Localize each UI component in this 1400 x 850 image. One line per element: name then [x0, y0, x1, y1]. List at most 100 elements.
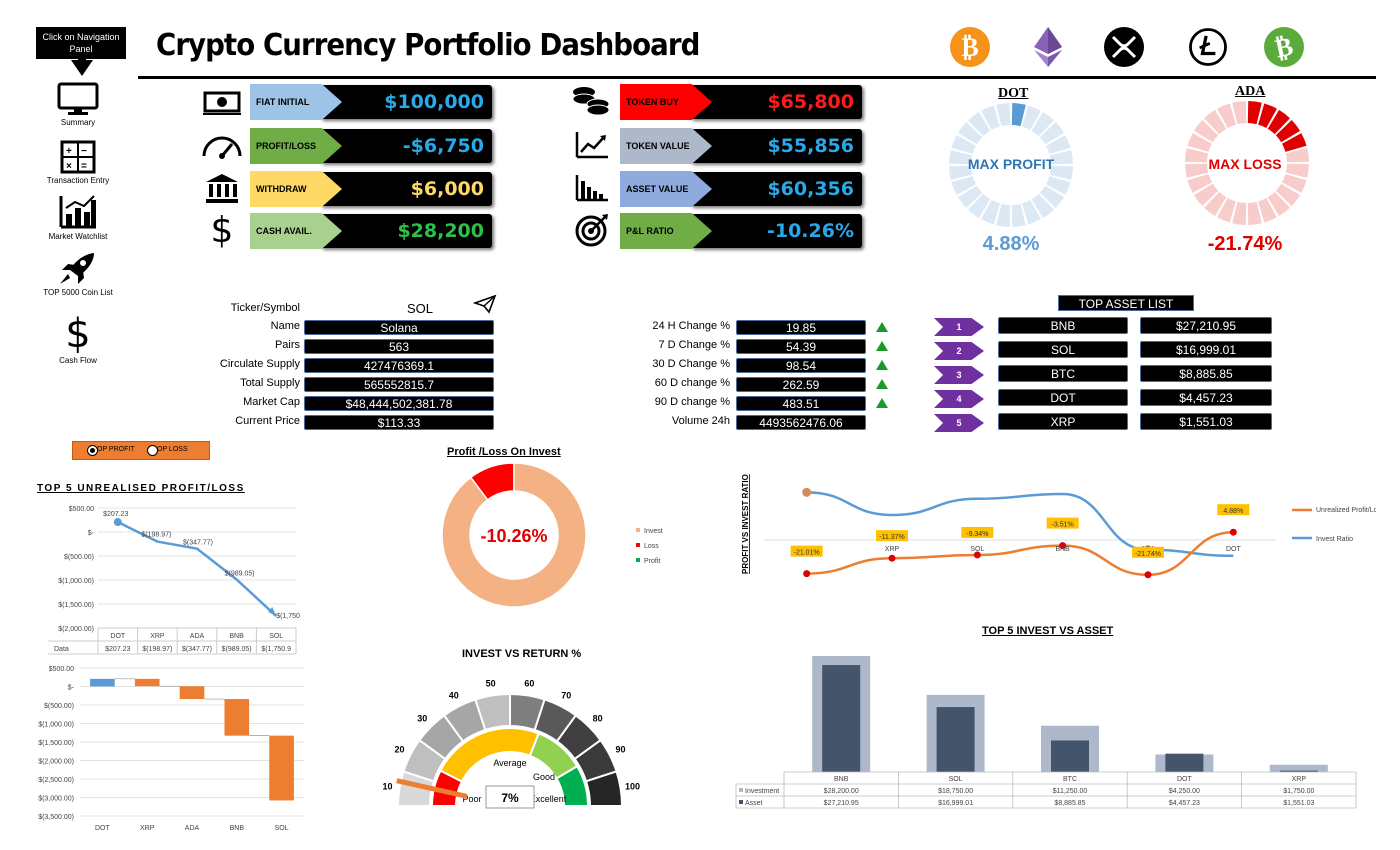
kpi-label: ASSET VALUE [620, 171, 712, 207]
ring-segment [1187, 133, 1212, 152]
unrealised-chart-title: TOP 5 UNREALISED PROFIT/LOSS [37, 483, 245, 494]
gauge-value-label: 7% [501, 791, 519, 805]
table-value: $(1,750.9 [261, 646, 291, 653]
table-value: $(347.77) [182, 646, 212, 653]
bar-chart-icon [59, 195, 96, 229]
kpi-label: TOKEN BUY [620, 84, 712, 120]
legend-label: Profit [644, 558, 660, 565]
nav-transaction-entry[interactable]: + − × = Transaction Entry [28, 140, 128, 185]
kpi-value: $55,856 [690, 129, 862, 163]
ring-segment [1285, 163, 1309, 178]
ticker-field-value: Solana [304, 320, 494, 335]
ring-segment [1046, 135, 1071, 154]
change-value: 483.51 [736, 396, 866, 411]
litecoin-icon[interactable] [1184, 26, 1232, 68]
svg-text:$: $ [65, 312, 90, 354]
y-tick-label: $(2,000.00) [58, 626, 94, 633]
nav-summary[interactable]: Summary [28, 82, 128, 127]
ring-segment [949, 150, 973, 165]
invest-asset-bar-chart: BNB SOL BTC DOT XRP Investment $28,200.00 $18,7… [735, 656, 1357, 809]
change-value: 19.85 [736, 320, 866, 335]
change-value: 262.59 [736, 377, 866, 392]
table-value: $(989.05) [222, 646, 252, 653]
max-loss-label: MAX LOSS [1208, 156, 1282, 172]
ring-segment [1258, 103, 1277, 128]
monitor-icon [57, 82, 99, 115]
change-label: 30 D Change % [652, 358, 730, 370]
x-tick-label: XRP [150, 633, 165, 640]
ring-segment [1217, 103, 1236, 128]
nav-top-coin-list[interactable]: TOP 5000 Coin List [28, 250, 128, 297]
data-label-box [1046, 517, 1079, 529]
change-value: 54.39 [736, 339, 866, 354]
gauge-tick-label: 60 [524, 679, 534, 689]
max-loss-pct: -21.74% [1207, 233, 1283, 255]
ring-segment [1285, 148, 1309, 163]
x-tick-label: DOT [1177, 776, 1193, 783]
gauge-tick-label: 10 [383, 782, 393, 792]
radio-top-loss[interactable] [147, 445, 158, 456]
series-line [806, 491, 1234, 558]
asset-coin: XRP [998, 413, 1128, 430]
xrp-icon[interactable] [1100, 26, 1148, 68]
kpi-cash-available: CASH AVAIL. $28,200 [250, 213, 540, 249]
data-label: 4.88% [1223, 508, 1243, 515]
kpi-token-buy: TOKEN BUY $65,800 [620, 84, 910, 120]
donut-center-label: -10.26% [480, 526, 547, 546]
kpi-withdraw: WITHDRAW $6,000 [250, 171, 540, 207]
title-divider [138, 76, 1376, 79]
nav-label: TOP 5000 Coin List [43, 288, 113, 297]
invest-return-title: INVEST VS RETURN % [462, 648, 582, 660]
ticker-symbol-value[interactable]: SOL [406, 301, 433, 316]
nav-label: Transaction Entry [46, 176, 110, 185]
data-point [973, 551, 981, 559]
kpi-value: $28,200 [320, 214, 492, 248]
ring-segment [1232, 201, 1247, 225]
radio-top-loss-label: OP LOSS [157, 446, 188, 453]
x-tick-label: DOT [95, 825, 111, 832]
kpi-value: $60,356 [690, 172, 862, 206]
svg-text:$: $ [211, 210, 234, 248]
ring-segment [1275, 120, 1301, 143]
bar-asset [822, 665, 861, 772]
y-tick-label: $500.00 [49, 666, 74, 673]
ring-segment [1258, 198, 1277, 223]
ring-segment [957, 122, 983, 145]
bitcoin-icon[interactable]: ₿ [946, 26, 994, 68]
nav-hint: Click on Navigation Panel [36, 27, 126, 59]
x-tick-label: BNB [229, 633, 244, 640]
legend-swatch [739, 788, 743, 792]
data-label: -21.74% [1135, 551, 1161, 558]
up-triangle-icon [876, 398, 888, 408]
waterfall-bar [224, 699, 250, 736]
asset-coin: SOL [998, 341, 1128, 358]
band-label: Average [493, 758, 526, 768]
invest-asset-title: TOP 5 INVEST VS ASSET [982, 625, 1114, 637]
waterfall-bar [134, 678, 160, 687]
ethereum-icon[interactable] [1024, 26, 1072, 68]
data-point [888, 554, 896, 562]
data-point [1059, 542, 1067, 550]
asset-value: $4,457.23 [1140, 389, 1272, 406]
radio-top-profit[interactable] [87, 445, 98, 456]
nav-cash-flow[interactable]: $ Cash Flow [28, 312, 128, 365]
kpi-value: $6,000 [320, 172, 492, 206]
gauge-outer-segment [584, 770, 624, 807]
ring-segment [1049, 150, 1073, 165]
ticker-field-label: Circulate Supply [219, 358, 300, 370]
ring-segment [1282, 174, 1307, 193]
ring-segment [1204, 191, 1227, 217]
x-tick-label: XRP [1292, 776, 1307, 783]
profit-vs-invest-chart: PROFIT VS INVEST RATIOBTCXRPSOLBNBADADOT… [741, 474, 1376, 579]
kpi-value: -10.26% [690, 214, 862, 248]
nav-market-watchlist[interactable]: Market Watchlist [28, 194, 128, 241]
rank-badge: 4 [934, 390, 984, 408]
data-label-box [1217, 504, 1250, 516]
send-icon[interactable] [473, 294, 497, 314]
ring-segment [1267, 191, 1290, 217]
bitcoin-cash-icon[interactable]: ₿ [1260, 26, 1308, 68]
pl-invest-title: Profit /Loss On Invest [447, 446, 561, 458]
max-loss-coin: ADA [1235, 84, 1266, 99]
ring-segment [1031, 111, 1054, 137]
data-label: $(198.97) [141, 532, 171, 539]
